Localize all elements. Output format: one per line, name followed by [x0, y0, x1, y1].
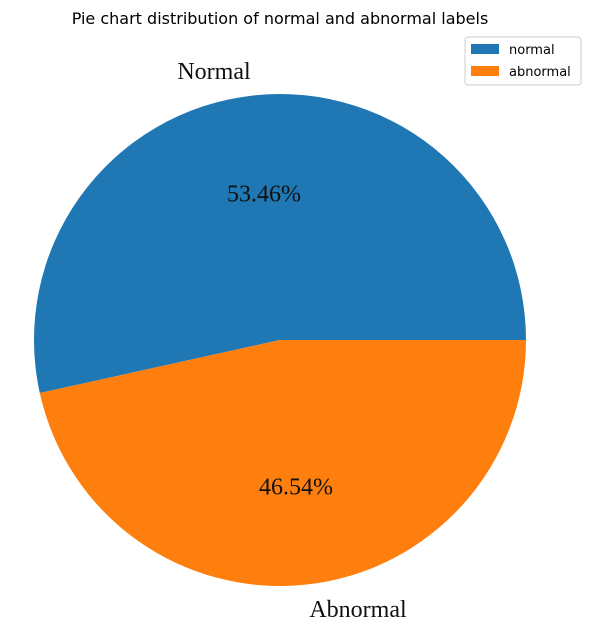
pie-slice-abnormal: [39, 340, 526, 586]
pie-slices: [33, 93, 527, 586]
pie-slice-normal: [33, 93, 527, 394]
legend-label-abnormal: abnormal: [509, 65, 571, 80]
chart-title: Pie chart distribution of normal and abn…: [72, 9, 489, 28]
legend: normal abnormal: [464, 36, 582, 86]
slice-label-abnormal: Abnormal: [309, 597, 407, 623]
legend-swatch-abnormal: [471, 66, 499, 76]
slice-percent-normal: 53.46%: [227, 181, 301, 207]
legend-label-normal: normal: [509, 43, 555, 58]
pie-labels: Normal 53.46% Abnormal 46.54%: [177, 59, 407, 623]
legend-swatch-normal: [471, 44, 499, 54]
slice-percent-abnormal: 46.54%: [259, 475, 333, 501]
slice-label-normal: Normal: [177, 59, 251, 85]
